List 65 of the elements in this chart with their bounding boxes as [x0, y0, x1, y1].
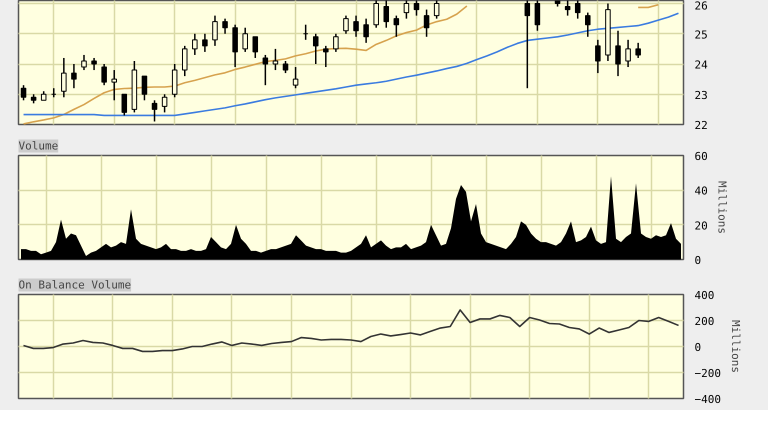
y-tick-label: 26	[694, 0, 708, 12]
candlestick	[595, 39, 601, 74]
candlestick	[635, 42, 641, 59]
candlestick	[524, 0, 530, 89]
candlestick	[202, 33, 208, 53]
y-tick-label: 60	[694, 150, 708, 163]
candlestick	[222, 18, 228, 35]
candlestick	[534, 0, 540, 32]
candlestick	[343, 14, 349, 35]
candlestick	[212, 14, 218, 47]
y-tick-label: 25	[694, 28, 708, 42]
candlestick	[333, 33, 339, 53]
candlestick	[282, 60, 288, 74]
y-tick-label: −200	[694, 367, 721, 380]
candlestick	[51, 87, 57, 98]
candlestick	[292, 66, 298, 89]
candlestick	[424, 8, 430, 38]
candlestick	[122, 94, 128, 116]
y-tick-label: 23	[694, 88, 708, 102]
candlestick	[262, 54, 268, 86]
candlestick	[91, 57, 97, 71]
candlestick	[101, 63, 107, 86]
chart-title: On Balance Volume	[18, 278, 132, 292]
candlestick	[394, 14, 400, 38]
candlestick	[353, 14, 359, 38]
y-axis-title: Millions	[728, 320, 742, 373]
candlestick	[192, 33, 198, 56]
candlestick	[302, 24, 308, 41]
y-tick-label: 40	[694, 184, 708, 198]
candlestick	[61, 57, 67, 98]
candlestick	[71, 63, 77, 89]
y-tick-label: 24	[694, 58, 708, 72]
y-tick-label: 0	[694, 254, 702, 267]
candlestick	[111, 69, 117, 102]
candlestick	[162, 94, 168, 114]
candlestick	[564, 0, 570, 16]
candlestick	[242, 26, 248, 53]
candlestick	[182, 45, 188, 77]
candlestick	[574, 0, 580, 20]
y-tick-label: 0	[694, 341, 702, 354]
candlestick	[615, 30, 621, 77]
candlestick	[414, 0, 420, 16]
candlestick	[323, 45, 329, 68]
line-series	[22, 309, 680, 352]
y-axis-title: Millions	[716, 181, 729, 234]
candlestick	[152, 100, 158, 122]
y-tick-label: 400	[694, 289, 714, 302]
y-tick-label: 200	[694, 315, 714, 328]
candlestick	[142, 75, 148, 102]
line-series	[22, 12, 680, 116]
candlestick	[585, 12, 591, 38]
candlestick	[625, 39, 631, 68]
y-tick-label: −400	[694, 393, 721, 406]
candlestick	[40, 90, 46, 102]
candlestick	[30, 94, 36, 104]
y-tick-label: 20	[694, 219, 708, 232]
candlestick	[363, 18, 369, 44]
candlestick	[81, 54, 87, 71]
candlestick	[272, 48, 278, 71]
chart-title: Volume	[18, 140, 58, 152]
candlestick	[252, 36, 258, 59]
y-tick-label: 22	[694, 119, 708, 132]
candlestick	[20, 84, 26, 102]
candlestick	[384, 0, 390, 28]
candlestick	[312, 33, 318, 65]
